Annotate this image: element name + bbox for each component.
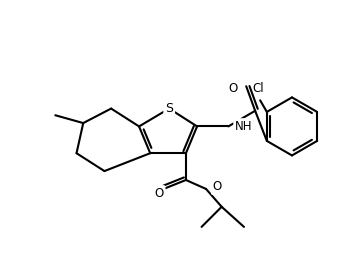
Text: Cl: Cl <box>252 82 264 95</box>
Text: O: O <box>213 180 222 193</box>
Text: S: S <box>165 102 173 115</box>
Text: NH: NH <box>235 120 252 133</box>
Text: O: O <box>154 187 164 200</box>
Text: O: O <box>228 82 237 95</box>
